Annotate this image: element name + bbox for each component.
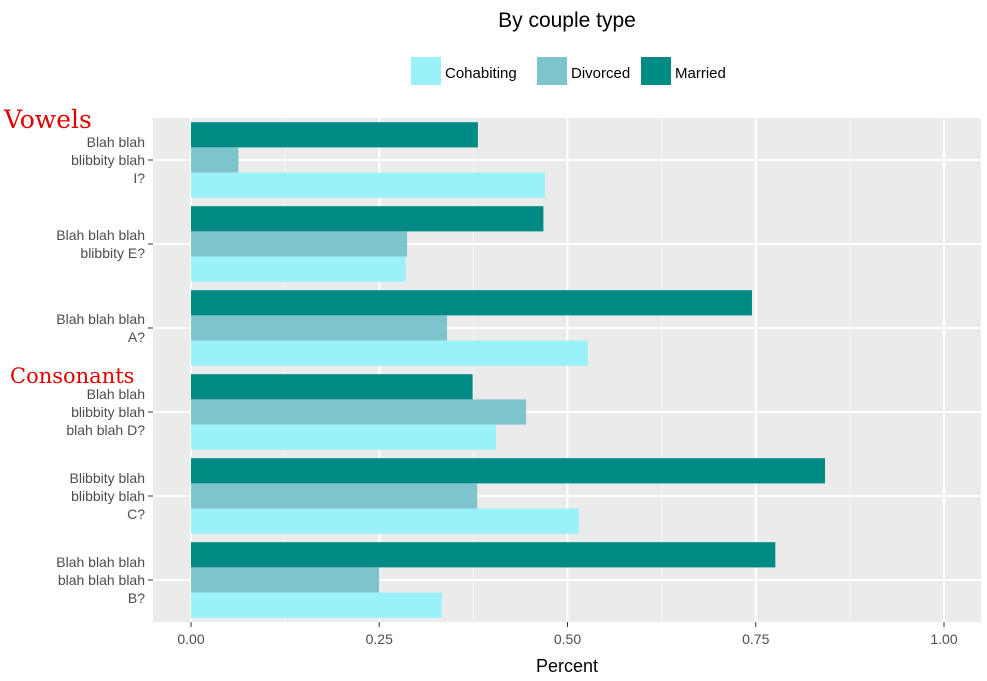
y-axis: Blah blah blibbity blah I? Blah blah blah bl… <box>56 134 153 606</box>
legend-swatch-married <box>641 57 671 85</box>
legend-swatch-cohabiting <box>411 57 441 85</box>
bar-married-1 <box>191 206 544 232</box>
y-tick-label: I? <box>133 170 145 186</box>
y-tick-label: blibbity blah <box>71 152 145 168</box>
y-tick-label: B? <box>128 590 145 606</box>
bars <box>191 122 826 618</box>
y-tick-label: Blah blah blah <box>56 227 145 243</box>
x-tick-label: 0.00 <box>177 631 204 647</box>
bar-cohabiting-3 <box>191 424 496 450</box>
y-tick-label: C? <box>127 506 145 522</box>
bar-divorced-0 <box>191 147 239 173</box>
x-axis: 0.00 0.25 0.50 0.75 1.00 <box>177 622 958 647</box>
y-tick-label: blah blah blah <box>58 572 145 588</box>
chart-title: By couple type <box>498 9 636 32</box>
bar-cohabiting-4 <box>191 508 579 534</box>
bar-divorced-4 <box>191 483 478 509</box>
bar-divorced-1 <box>191 231 408 257</box>
bar-married-3 <box>191 374 473 400</box>
bar-cohabiting-5 <box>191 592 442 618</box>
y-tick-label: Blah blah blah <box>56 554 145 570</box>
y-tick-label: Blibbity blah <box>70 470 146 486</box>
x-axis-title: Percent <box>536 656 598 676</box>
bar-cohabiting-0 <box>191 172 545 198</box>
bar-married-5 <box>191 542 776 568</box>
x-tick-label: 0.50 <box>554 631 581 647</box>
plot-panel <box>153 118 981 622</box>
y-tick-label: blibbity E? <box>80 245 145 261</box>
bar-divorced-3 <box>191 399 527 425</box>
bar-divorced-2 <box>191 315 448 341</box>
bar-married-0 <box>191 122 478 148</box>
bar-cohabiting-1 <box>191 256 406 282</box>
x-tick-label: 0.75 <box>742 631 769 647</box>
bar-married-4 <box>191 458 826 484</box>
y-tick-label: blah blah D? <box>66 422 145 438</box>
legend: Cohabiting Divorced Married <box>411 57 726 85</box>
y-tick-label: A? <box>128 329 145 345</box>
bar-married-2 <box>191 290 752 316</box>
y-tick-label: Blah blah <box>87 134 145 150</box>
legend-label-divorced: Divorced <box>571 65 630 82</box>
legend-label-cohabiting: Cohabiting <box>445 65 517 82</box>
y-tick-label: Blah blah blah <box>56 311 145 327</box>
y-tick-label: blibbity blah <box>71 488 145 504</box>
x-tick-label: 0.25 <box>366 631 393 647</box>
y-tick-label: blibbity blah <box>71 404 145 420</box>
x-tick-label: 1.00 <box>930 631 957 647</box>
bar-divorced-5 <box>191 567 380 593</box>
legend-swatch-divorced <box>537 57 567 85</box>
legend-label-married: Married <box>675 65 726 82</box>
annotation-vowels: Vowels <box>3 105 92 134</box>
bar-cohabiting-2 <box>191 340 588 366</box>
y-tick-label: Blah blah <box>87 386 145 402</box>
annotation-consonants: Consonants <box>10 364 134 388</box>
